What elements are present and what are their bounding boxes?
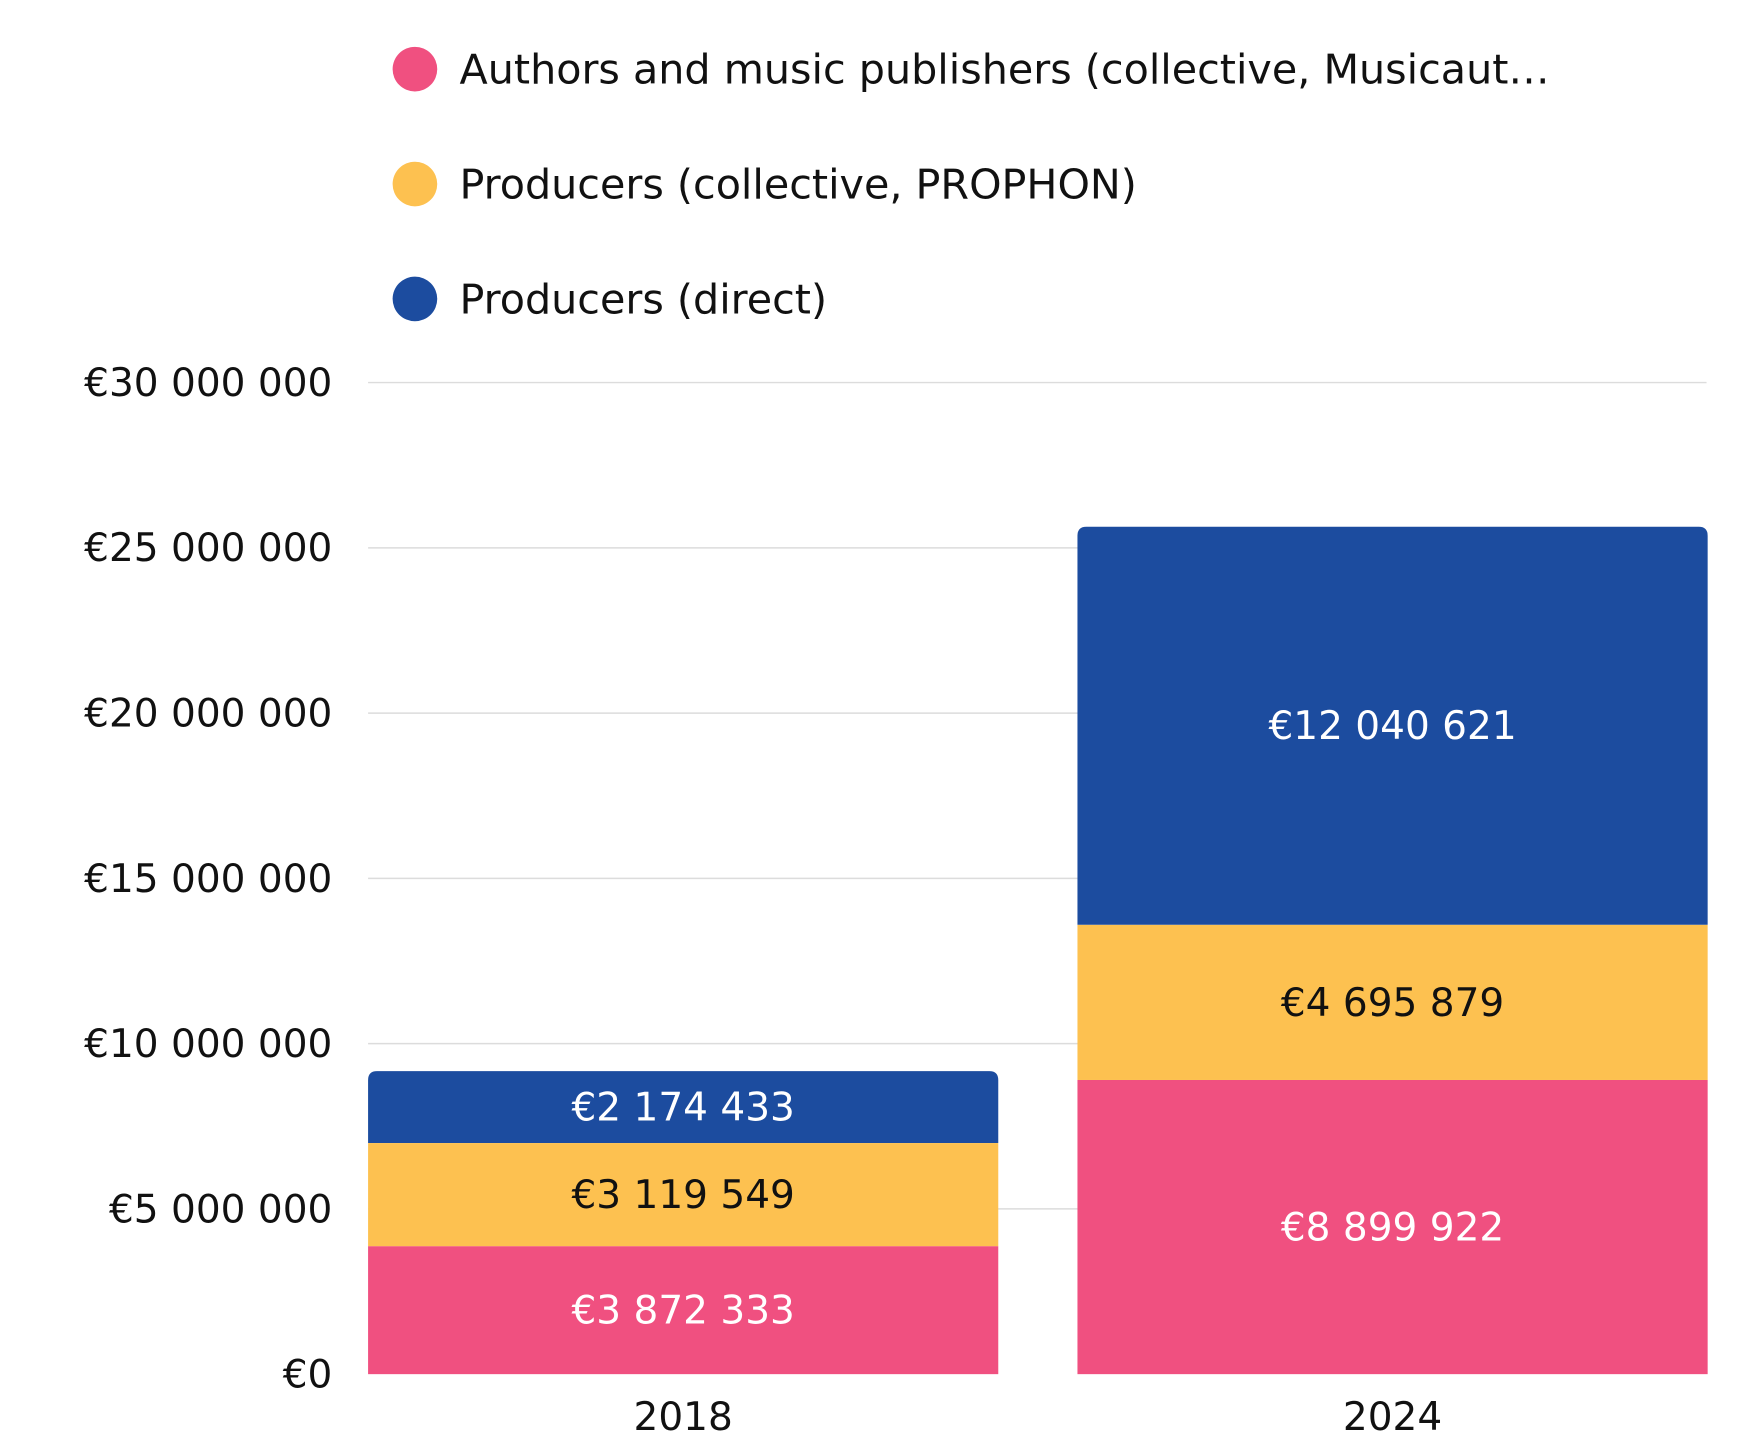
data-label: €3 119 549: [571, 1173, 794, 1218]
legend-label: Producers (direct): [460, 275, 828, 323]
y-tick-label: €10 000 000: [84, 1022, 332, 1067]
y-tick-label: €30 000 000: [84, 361, 332, 406]
y-tick-label: €0: [283, 1353, 333, 1398]
bar-segment: [1077, 526, 1708, 925]
bar-segment: [368, 1071, 999, 1144]
x-tick-label: 2018: [634, 1395, 733, 1440]
legend: Authors and music publishers (collective…: [392, 46, 1550, 323]
bar-segment: [1077, 1079, 1708, 1375]
bars: €3 872 333 €3 119 549 €2 174 433 €8 899 922…: [368, 526, 1708, 1375]
y-tick-label: €25 000 000: [84, 526, 332, 571]
y-tick-label: €15 000 000: [84, 857, 332, 902]
bar-segment: [368, 1246, 999, 1375]
legend-marker: [392, 161, 438, 207]
legend-label: Authors and music publishers (collective…: [460, 46, 1550, 94]
legend-marker: [392, 276, 438, 322]
legend-marker: [392, 46, 438, 92]
y-axis: €0 €5 000 000 €10 000 000 €15 000 000 €20 00…: [84, 361, 332, 1398]
x-axis: 2018 2024: [634, 1395, 1443, 1440]
legend-label: Producers (collective, PROPHON): [460, 161, 1137, 209]
data-label: €8 899 922: [1281, 1205, 1504, 1250]
x-tick-label: 2024: [1343, 1395, 1442, 1440]
bar-segment: [368, 1143, 999, 1247]
data-label: €3 872 333: [571, 1289, 794, 1334]
bar-segment: [1077, 924, 1708, 1080]
y-tick-label: €5 000 000: [109, 1187, 332, 1232]
y-tick-label: €20 000 000: [84, 691, 332, 736]
data-label: €4 695 879: [1281, 981, 1504, 1026]
data-label: €12 040 621: [1268, 704, 1516, 749]
data-label: €2 174 433: [571, 1086, 794, 1131]
